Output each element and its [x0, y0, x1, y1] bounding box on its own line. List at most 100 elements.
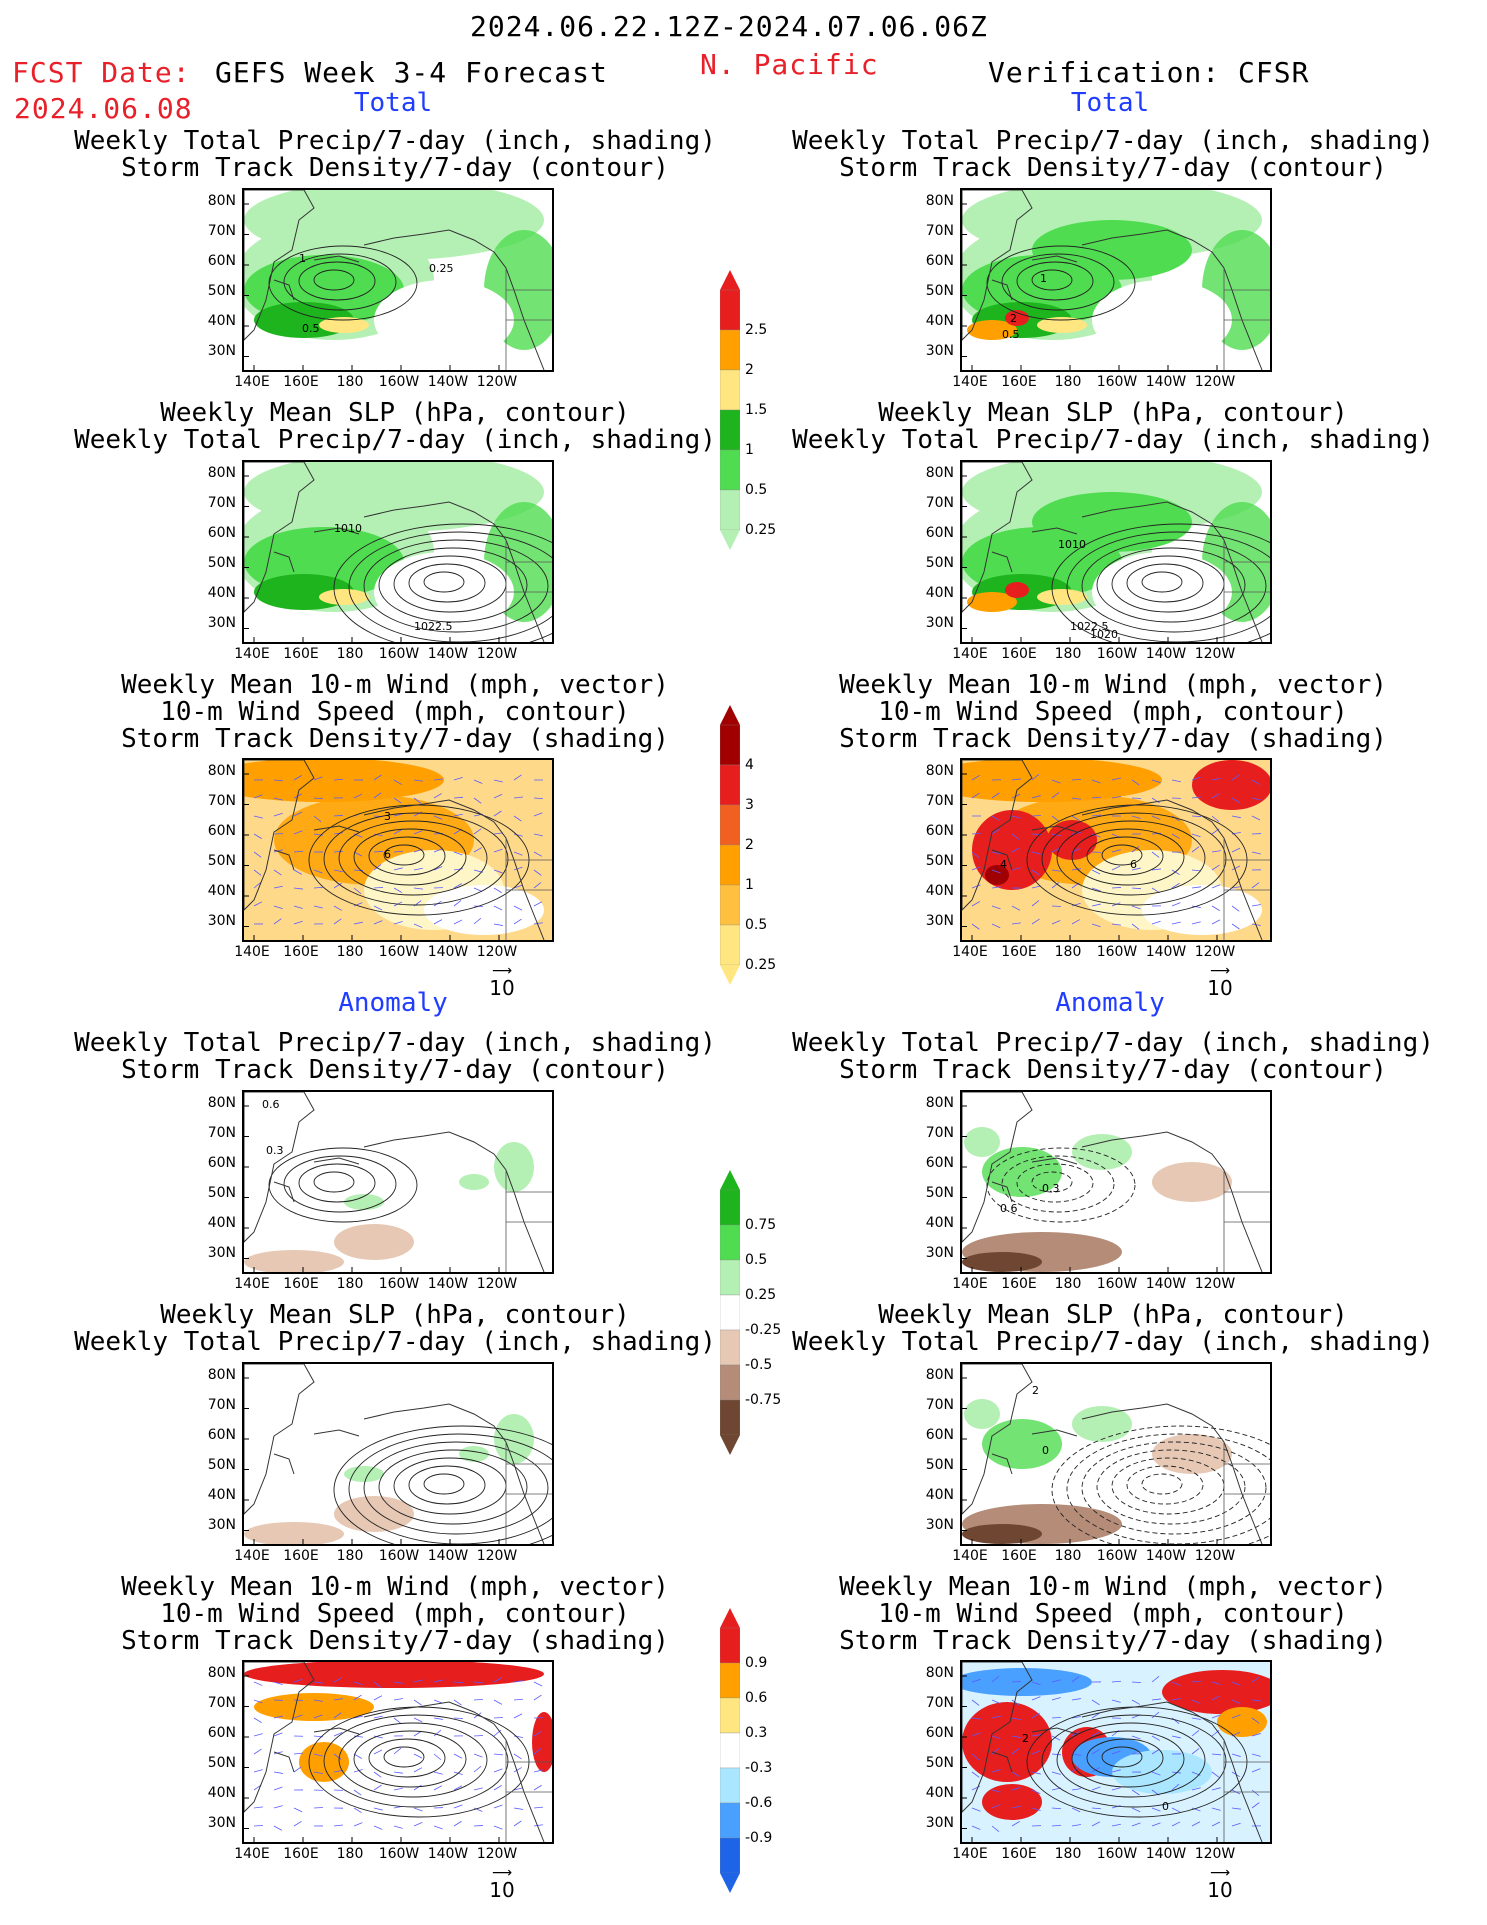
lon-label: 160E: [283, 1846, 319, 1862]
lat-label: 30N: [207, 1815, 236, 1831]
lat-label: 70N: [207, 495, 236, 511]
vector-reference-value: 10: [1207, 976, 1233, 1000]
lat-label: 40N: [207, 1785, 236, 1801]
lon-label: 160E: [283, 1548, 319, 1564]
lon-label: 140E: [234, 1276, 270, 1292]
colorbar-label: -0.9: [745, 1830, 773, 1846]
section-total-left: Total: [353, 88, 433, 118]
vector-reference: ⟶ 10: [1200, 964, 1240, 1000]
lon-label: 120W: [1194, 944, 1236, 960]
lat-label: 80N: [207, 193, 236, 209]
vector-reference-value: 10: [1207, 1878, 1233, 1902]
lat-label: 70N: [925, 223, 954, 239]
lon-label: 160E: [283, 646, 319, 662]
lat-label: 40N: [207, 1487, 236, 1503]
lat-label: 30N: [207, 1517, 236, 1533]
lon-label: 180: [336, 374, 364, 390]
lat-label: 60N: [925, 1155, 954, 1171]
lon-label: 160W: [378, 1276, 420, 1292]
fcst-label: FCST Date:: [12, 56, 191, 89]
colorbar-label: -0.75: [745, 1392, 782, 1408]
lon-label: 160W: [378, 646, 420, 662]
map-panel-p10: 0.3 0.6: [960, 1090, 1272, 1274]
map-panel-p5: [242, 1362, 554, 1546]
vector-reference: ⟶ 10: [1200, 1865, 1240, 1902]
colorbar-label: 4: [745, 757, 754, 773]
lon-label: 140E: [952, 1846, 988, 1862]
colorbar-label: 0.5: [745, 482, 768, 498]
panel-title-p2-line1: Weekly Mean SLP (hPa, contour): [160, 398, 630, 428]
lat-label: 70N: [207, 1695, 236, 1711]
lat-label: 60N: [207, 823, 236, 839]
lat-label: 80N: [207, 1367, 236, 1383]
lon-label: 140E: [234, 374, 270, 390]
contour-label: 2: [1010, 312, 1017, 325]
arrow-icon: ⟶: [491, 963, 513, 979]
map-panel-p7: 1 2 0.5: [960, 188, 1272, 372]
vector-reference-value: 10: [489, 976, 515, 1000]
contour-label: 1: [299, 252, 306, 265]
lon-label: 140W: [427, 1548, 469, 1564]
lon-label: 120W: [1194, 374, 1236, 390]
lat-label: 30N: [925, 1517, 954, 1533]
section-total-right: Total: [1070, 88, 1150, 118]
colorbar-label: 1: [745, 442, 754, 458]
lon-label: 160E: [1001, 1846, 1037, 1862]
panel-title-p2-line2: Weekly Total Precip/7-day (inch, shading…: [74, 425, 716, 455]
lat-label: 40N: [207, 1215, 236, 1231]
lon-label: 160E: [283, 374, 319, 390]
colorbar-storm_anom: [719, 1608, 741, 1893]
lat-label: 80N: [925, 763, 954, 779]
lat-label: 60N: [925, 1427, 954, 1443]
vector-reference: ⟶ 10: [482, 1866, 522, 1902]
panel-title-p5-line1: Weekly Mean SLP (hPa, contour): [160, 1300, 630, 1330]
lon-label: 140W: [427, 944, 469, 960]
contour-label: 6: [1130, 858, 1137, 871]
contour-label: 3: [384, 810, 391, 823]
panel-title-p8-line1: Weekly Mean SLP (hPa, contour): [878, 398, 1348, 428]
contour-label: 0.3: [1042, 1182, 1060, 1195]
lon-label: 140E: [952, 944, 988, 960]
contour-label: 1022.5: [414, 620, 453, 633]
lon-label: 140W: [427, 646, 469, 662]
panel-title-p8-line2: Weekly Total Precip/7-day (inch, shading…: [792, 425, 1434, 455]
contour-label: 1022.5: [1070, 620, 1109, 633]
lat-label: 30N: [207, 615, 236, 631]
lon-label: 120W: [1194, 1846, 1236, 1862]
map-panel-p4: 0.6 0.3: [242, 1090, 554, 1274]
lat-label: 30N: [925, 343, 954, 359]
arrow-icon: ⟶: [1209, 1865, 1231, 1881]
lat-label: 40N: [925, 1215, 954, 1231]
panel-title-p1-line2: Storm Track Density/7-day (contour): [121, 153, 669, 183]
vector-reference: ⟶ 10: [482, 963, 522, 1000]
colorbar-precip_total: [719, 270, 741, 550]
lon-label: 120W: [476, 1548, 518, 1564]
lat-label: 60N: [925, 823, 954, 839]
colorbar-label: -0.5: [745, 1357, 773, 1373]
lon-label: 160E: [1001, 1548, 1037, 1564]
lat-label: 80N: [925, 465, 954, 481]
lat-label: 60N: [925, 525, 954, 541]
lon-label: 160E: [283, 1276, 319, 1292]
lon-label: 180: [336, 1846, 364, 1862]
colorbar-storm_total: [719, 705, 741, 985]
lon-label: 180: [336, 1276, 364, 1292]
lon-label: 140E: [234, 1846, 270, 1862]
panel-title-p6-line3: Storm Track Density/7-day (shading): [121, 1626, 669, 1656]
lon-label: 140W: [427, 1846, 469, 1862]
lon-label: 120W: [1194, 1548, 1236, 1564]
lat-label: 80N: [207, 1665, 236, 1681]
contour-label: 1020: [1090, 628, 1118, 641]
lat-label: 50N: [925, 555, 954, 571]
contour-label: 4: [1000, 858, 1007, 871]
lon-label: 120W: [476, 1276, 518, 1292]
colorbar-label: 2: [745, 837, 754, 853]
lat-label: 40N: [925, 1487, 954, 1503]
lat-label: 40N: [925, 313, 954, 329]
colorbar-label: 0.25: [745, 957, 777, 973]
vector-reference-value: 10: [489, 1878, 515, 1902]
lon-label: 160E: [1001, 374, 1037, 390]
lon-label: 120W: [476, 1846, 518, 1862]
lon-label: 160E: [1001, 646, 1037, 662]
